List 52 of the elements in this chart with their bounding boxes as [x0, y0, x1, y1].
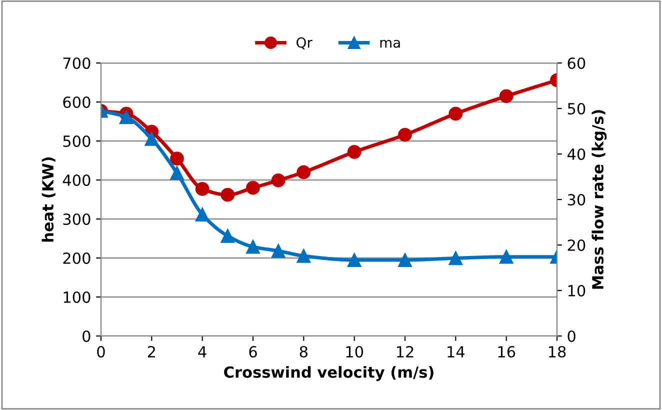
point: [398, 128, 412, 142]
y2-tick-label: 10: [568, 284, 586, 297]
x-tick-label: 18: [548, 346, 566, 358]
x-axis-title: Crosswind velocity (m/s): [224, 366, 434, 381]
point: [271, 173, 286, 188]
y2-tick-label: 40: [567, 148, 586, 160]
point: [499, 250, 514, 264]
point: [347, 144, 362, 159]
point: [448, 251, 463, 266]
x-tick-label: 4: [198, 346, 206, 358]
point: [296, 248, 311, 263]
y-axis-title: heat (KW): [42, 157, 56, 242]
point: [499, 89, 514, 104]
y-tick-label: 300: [63, 213, 90, 226]
y2-axis-title: Mass flow rate (kg/s): [592, 110, 607, 289]
point: [195, 182, 210, 196]
x-tick-label: 16: [498, 346, 516, 358]
y-tick-label: 400: [62, 174, 90, 186]
y-tick-label: 200: [63, 252, 90, 264]
y2-tick-label: 30: [568, 194, 586, 206]
x-tick-label: 6: [249, 346, 257, 358]
x-tick-label: 0: [97, 346, 105, 358]
point: [271, 244, 286, 258]
y-tick-label: 700: [63, 57, 90, 70]
y2-tick-label: 0: [568, 330, 576, 342]
point: [220, 228, 235, 243]
x-tick-label: 12: [396, 346, 414, 358]
legend-label: ma: [380, 40, 400, 48]
point: [119, 110, 134, 124]
x-tick-label: 2: [148, 346, 155, 358]
legend-label: Qr: [296, 37, 312, 50]
y-tick-label: 600: [63, 96, 90, 108]
point: [170, 152, 184, 166]
point: [170, 166, 184, 180]
y-tick-label: 100: [64, 291, 90, 304]
x-tick-label: 10: [346, 346, 364, 358]
point: [296, 165, 311, 180]
y-tick-label: 0: [82, 330, 90, 342]
point: [195, 208, 210, 222]
point: [144, 132, 159, 146]
y2-tick-label: 60: [568, 57, 586, 70]
y-tick-label: 500: [63, 135, 90, 148]
point: [448, 106, 463, 121]
point: [347, 253, 362, 267]
y2-tick-label: 20: [568, 239, 586, 252]
x-tick-label: 8: [300, 346, 308, 358]
y2-tick-label: 50: [568, 102, 586, 115]
point: [246, 240, 260, 254]
point: [398, 253, 412, 267]
point: [246, 180, 260, 195]
point: [220, 188, 235, 202]
x-tick-label: 14: [448, 346, 465, 358]
